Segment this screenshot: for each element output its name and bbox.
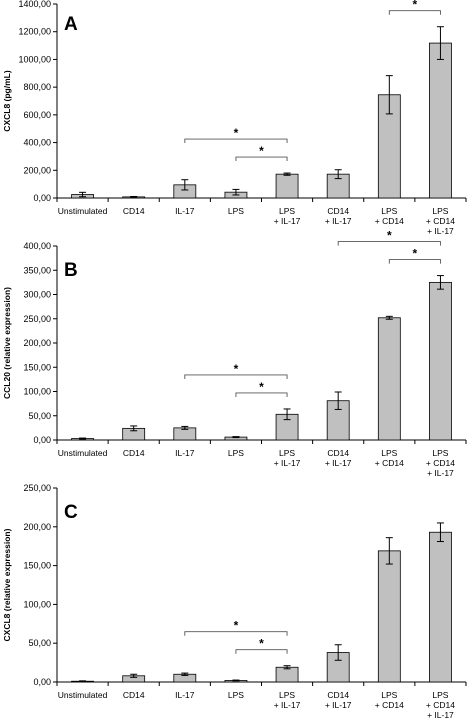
significance-bracket bbox=[184, 631, 288, 636]
category-label: + IL-17 bbox=[427, 468, 454, 478]
significance-bracket bbox=[235, 392, 288, 397]
significance-star: * bbox=[234, 362, 239, 376]
category-label: CD14 bbox=[327, 206, 349, 216]
category-label: LPS bbox=[279, 448, 295, 458]
category-label: IL-17 bbox=[175, 448, 195, 458]
category-label: + CD14 bbox=[375, 458, 404, 468]
bar bbox=[377, 550, 401, 683]
significance-star: * bbox=[259, 637, 264, 651]
significance-bracket bbox=[337, 241, 441, 246]
significance-star: * bbox=[259, 380, 264, 394]
significance-star: * bbox=[234, 619, 239, 633]
y-tick-label: 350,00 bbox=[23, 265, 51, 275]
y-tick-label: 100,00 bbox=[23, 387, 51, 397]
category-label: + CD14 bbox=[375, 700, 404, 710]
y-tick-label: 250,00 bbox=[23, 314, 51, 324]
y-tick-label: 0,00 bbox=[33, 677, 51, 687]
category-label: LPS bbox=[432, 206, 448, 216]
significance-bracket bbox=[388, 10, 441, 15]
bar bbox=[275, 173, 299, 199]
category-label: + IL-17 bbox=[427, 226, 454, 236]
y-tick-label: 50,00 bbox=[28, 411, 51, 421]
category-label: LPS bbox=[279, 690, 295, 700]
significance-star: * bbox=[234, 126, 239, 140]
category-label: + IL-17 bbox=[274, 216, 301, 226]
category-label: + IL-17 bbox=[274, 458, 301, 468]
category-label: + CD14 bbox=[375, 216, 404, 226]
significance-bracket bbox=[184, 138, 288, 144]
significance-bracket bbox=[184, 374, 288, 379]
y-tick-label: 200,00 bbox=[23, 522, 51, 532]
category-label: IL-17 bbox=[175, 690, 195, 700]
bar bbox=[429, 281, 452, 441]
category-label: LPS bbox=[381, 448, 397, 458]
category-label: CD14 bbox=[327, 690, 349, 700]
category-label: + CD14 bbox=[426, 458, 455, 468]
significance-bracket bbox=[235, 649, 288, 654]
category-label: Unstimulated bbox=[58, 690, 108, 700]
category-label: + IL-17 bbox=[427, 710, 454, 718]
panel-label: B bbox=[64, 260, 78, 281]
bar bbox=[377, 317, 401, 441]
significance-bracket bbox=[235, 156, 288, 162]
category-label: LPS bbox=[279, 206, 295, 216]
panel-label: C bbox=[64, 502, 78, 523]
y-tick-label: 150,00 bbox=[23, 561, 51, 571]
y-tick-label: 800,00 bbox=[23, 82, 51, 92]
significance-star: * bbox=[387, 229, 392, 243]
y-axis-label: CXCL8 (pg/mL) bbox=[2, 70, 12, 132]
category-label: LPS bbox=[432, 448, 448, 458]
category-label: + CD14 bbox=[426, 216, 455, 226]
bar bbox=[275, 666, 299, 683]
category-label: IL-17 bbox=[175, 206, 195, 216]
category-label: LPS bbox=[381, 690, 397, 700]
category-label: + IL-17 bbox=[325, 216, 352, 226]
y-tick-label: 200,00 bbox=[23, 165, 51, 175]
y-tick-label: 1000,00 bbox=[18, 54, 51, 64]
y-axis-label: CXCL8 (relative expression) bbox=[2, 528, 12, 641]
significance-bracket bbox=[388, 259, 441, 264]
category-label: + IL-17 bbox=[274, 700, 301, 710]
panel-label: A bbox=[64, 14, 78, 35]
y-tick-label: 1400,00 bbox=[18, 0, 51, 9]
y-tick-label: 50,00 bbox=[28, 638, 51, 648]
category-label: CD14 bbox=[123, 206, 145, 216]
significance-star: * bbox=[413, 0, 418, 12]
category-label: LPS bbox=[381, 206, 397, 216]
category-label: LPS bbox=[228, 206, 244, 216]
category-label: Unstimulated bbox=[58, 206, 108, 216]
category-label: + IL-17 bbox=[325, 700, 352, 710]
y-tick-label: 200,00 bbox=[23, 338, 51, 348]
category-label: LPS bbox=[228, 448, 244, 458]
y-tick-label: 300,00 bbox=[23, 290, 51, 300]
category-label: CD14 bbox=[123, 448, 145, 458]
significance-star: * bbox=[259, 144, 264, 158]
category-label: CD14 bbox=[327, 448, 349, 458]
bar bbox=[429, 42, 452, 199]
y-tick-label: 0,00 bbox=[33, 435, 51, 445]
y-tick-label: 100,00 bbox=[23, 599, 51, 609]
y-axis-label: CCL20 (relative expression) bbox=[2, 287, 12, 399]
category-label: + IL-17 bbox=[325, 458, 352, 468]
y-tick-label: 400,00 bbox=[23, 138, 51, 148]
bar bbox=[429, 531, 452, 683]
y-tick-label: 0,00 bbox=[33, 193, 51, 203]
category-label: + CD14 bbox=[426, 700, 455, 710]
y-tick-label: 150,00 bbox=[23, 362, 51, 372]
category-label: LPS bbox=[228, 690, 244, 700]
significance-star: * bbox=[413, 247, 418, 261]
y-tick-label: 250,00 bbox=[23, 483, 51, 493]
category-label: Unstimulated bbox=[58, 448, 108, 458]
y-tick-label: 400,00 bbox=[23, 241, 51, 251]
category-label: CD14 bbox=[123, 690, 145, 700]
category-label: LPS bbox=[432, 690, 448, 700]
y-tick-label: 1200,00 bbox=[18, 27, 51, 37]
y-tick-label: 600,00 bbox=[23, 110, 51, 120]
